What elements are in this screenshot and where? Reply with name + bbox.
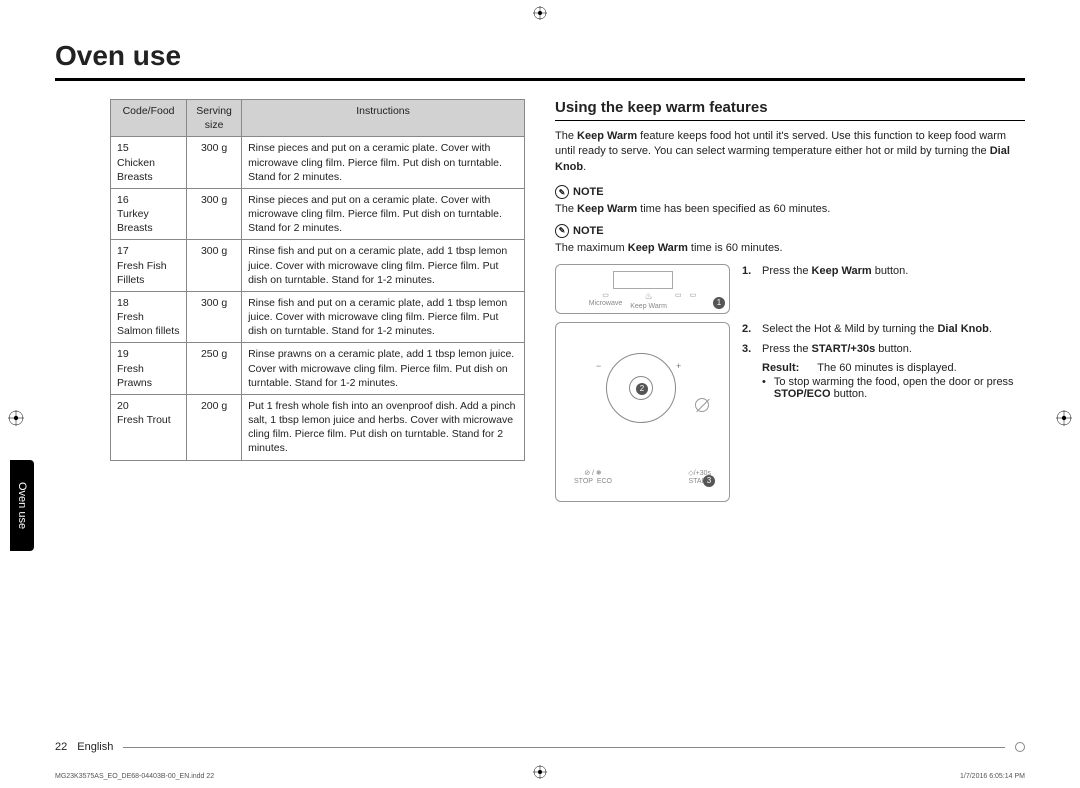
table-row: 20Fresh Trout200 gPut 1 fresh whole fish… [111,394,525,460]
minus-icon: − [596,361,601,371]
cell-code: 15Chicken Breasts [111,137,187,189]
callout-3: 3 [703,475,715,487]
cell-size: 300 g [187,137,242,189]
table-row: 16Turkey Breasts300 gRinse pieces and pu… [111,188,525,240]
note-1-body: The Keep Warm time has been specified as… [555,202,1025,217]
table-row: 15Chicken Breasts300 gRinse pieces and p… [111,137,525,189]
print-marks: MG23K3575AS_EO_DE68-04403B-00_EN.indd 22… [55,773,1025,780]
hot-mild-icon [695,398,709,412]
page-title: Oven use [55,40,1025,81]
keep-warm-heading: Using the keep warm features [555,99,1025,121]
blank-icon: ▭ [690,291,697,299]
th-instr: Instructions [242,100,525,137]
step-1: 1.Press the Keep Warm button. [742,264,908,284]
cell-instr: Put 1 fresh whole fish into an ovenproof… [242,394,525,460]
cell-instr: Rinse fish and put on a ceramic plate, a… [242,240,525,292]
stop-eco-icon: ⊘ / ❅ [584,469,602,477]
page-footer: 22 English [55,741,1025,753]
left-column: Code/Food Serving size Instructions 15Ch… [55,99,525,502]
side-tab: Oven use [10,460,34,551]
cell-instr: Rinse pieces and put on a ceramic plate.… [242,188,525,240]
stop-bullet: • To stop warming the food, open the doo… [762,376,1025,400]
right-column: Using the keep warm features The Keep Wa… [555,99,1025,502]
result-line: Result: The 60 minutes is displayed. [762,362,1025,374]
cell-size: 250 g [187,343,242,395]
cell-code: 19Fresh Prawns [111,343,187,395]
note-icon: ✎ [555,224,569,238]
content-columns: Code/Food Serving size Instructions 15Ch… [55,99,1025,502]
page-number: 22 [55,741,67,753]
cell-instr: Rinse fish and put on a ceramic plate, a… [242,291,525,343]
plus-icon: + [676,361,681,371]
food-table: Code/Food Serving size Instructions 15Ch… [110,99,525,461]
note-1-head: ✎ NOTE [555,185,1025,199]
print-file: MG23K3575AS_EO_DE68-04403B-00_EN.indd 22 [55,773,214,780]
keep-warm-intro: The Keep Warm feature keeps food hot unt… [555,129,1025,175]
control-panel-top-diagram: ▭Microwave ♨Keep Warm ▭ ▭ 1 [555,264,730,314]
cell-instr: Rinse pieces and put on a ceramic plate.… [242,137,525,189]
crop-mark-top-icon [533,6,547,23]
table-row: 19Fresh Prawns250 gRinse prawns on a cer… [111,343,525,395]
callout-1: 1 [713,297,725,309]
crop-mark-left-icon [8,410,24,426]
control-panel-bottom-diagram: − + 2 ⊘ / ❅STOP ECO ◇/+30sSTART 3 [555,322,730,502]
footer-dot-icon [1015,742,1025,752]
cell-code: 16Turkey Breasts [111,188,187,240]
page-language: English [77,741,113,753]
table-row: 17Fresh Fish Fillets300 gRinse fish and … [111,240,525,292]
microwave-icon: ▭ [602,291,609,299]
print-date: 1/7/2016 6:05:14 PM [960,773,1025,780]
cell-code: 17Fresh Fish Fillets [111,240,187,292]
table-row: 18Fresh Salmon fillets300 gRinse fish an… [111,291,525,343]
th-code: Code/Food [111,100,187,137]
note-2-body: The maximum Keep Warm time is 60 minutes… [555,241,1025,256]
cell-instr: Rinse prawns on a ceramic plate, add 1 t… [242,343,525,395]
display-icon [613,271,673,289]
note-icon: ✎ [555,185,569,199]
cell-code: 20Fresh Trout [111,394,187,460]
cell-code: 18Fresh Salmon fillets [111,291,187,343]
cell-size: 300 g [187,240,242,292]
cell-size: 300 g [187,188,242,240]
cell-size: 300 g [187,291,242,343]
diagram-row-2: − + 2 ⊘ / ❅STOP ECO ◇/+30sSTART 3 2 [555,322,1025,502]
cell-size: 200 g [187,394,242,460]
steps-2-3: 2.Select the Hot & Mild by turning the D… [742,322,1025,358]
callout-2: 2 [636,383,648,395]
th-size: Serving size [187,100,242,137]
keep-warm-icon: ♨ [645,291,653,302]
crop-mark-right-icon [1056,410,1072,426]
diagram-row-1: ▭Microwave ♨Keep Warm ▭ ▭ 1 1.Press the … [555,264,1025,314]
note-2-head: ✎ NOTE [555,224,1025,238]
blank-icon: ▭ [675,291,682,299]
